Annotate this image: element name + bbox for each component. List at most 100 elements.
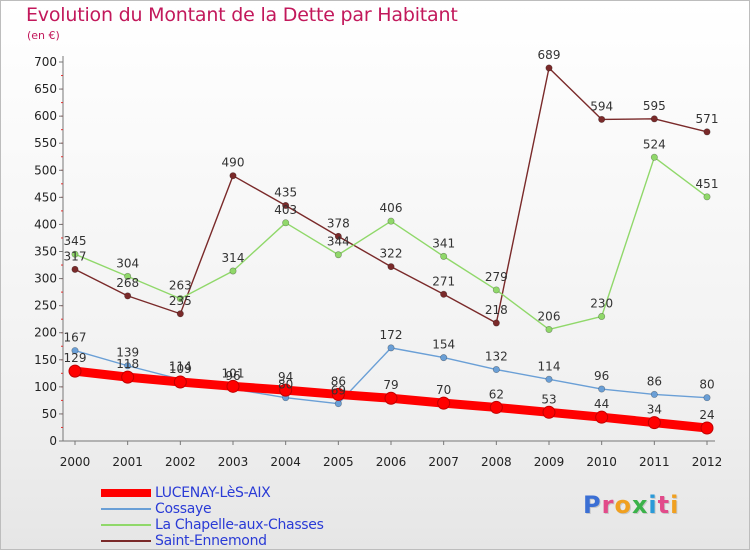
data-label-1: 69 — [331, 384, 346, 398]
data-label-3: 322 — [380, 247, 403, 261]
x-tick-label: 2000 — [60, 455, 91, 469]
data-label-3: 490 — [222, 156, 245, 170]
data-label-2: 314 — [222, 251, 245, 265]
data-point-1 — [545, 375, 553, 383]
x-tick-label: 2009 — [534, 455, 565, 469]
data-point-0 — [68, 364, 82, 378]
legend-swatch — [101, 489, 151, 497]
x-tick-label: 2011 — [639, 455, 670, 469]
data-point-2 — [703, 193, 711, 201]
data-label-0: 101 — [222, 366, 245, 380]
data-point-2 — [440, 252, 448, 260]
data-label-1: 139 — [116, 346, 139, 360]
data-label-2: 403 — [274, 203, 297, 217]
logo-letter: P — [583, 491, 602, 519]
data-label-2: 206 — [538, 309, 561, 323]
x-tick-label: 2001 — [112, 455, 143, 469]
data-point-0 — [437, 396, 451, 410]
y-tick-label: 100 — [34, 380, 57, 394]
data-point-3 — [492, 319, 500, 327]
data-point-3 — [387, 263, 395, 271]
data-point-0 — [279, 383, 293, 397]
data-point-1 — [440, 354, 448, 362]
data-point-3 — [229, 172, 237, 180]
data-label-2: 304 — [116, 256, 139, 270]
data-point-2 — [492, 286, 500, 294]
data-label-0: 118 — [116, 357, 139, 371]
y-tick-label: 150 — [34, 353, 57, 367]
data-point-0 — [331, 387, 345, 401]
legend-label: La Chapelle-aux-Chasses — [155, 517, 324, 533]
data-label-1: 96 — [225, 369, 240, 383]
data-point-3 — [124, 292, 132, 300]
y-tick-label: 250 — [34, 299, 57, 313]
data-point-0 — [226, 379, 240, 393]
data-label-3: 271 — [432, 274, 455, 288]
data-label-2: 406 — [380, 201, 403, 215]
data-label-0: 79 — [383, 378, 398, 392]
legend-swatch — [101, 524, 151, 526]
y-tick-label: 700 — [34, 55, 57, 69]
data-point-0 — [489, 400, 503, 414]
logo-letter: i — [670, 491, 680, 519]
data-point-3 — [282, 201, 290, 209]
data-label-0: 44 — [594, 397, 609, 411]
legend-label: Cossaye — [155, 501, 212, 517]
data-point-3 — [334, 232, 342, 240]
data-point-3 — [650, 115, 658, 123]
x-tick-label: 2004 — [270, 455, 301, 469]
data-point-3 — [440, 290, 448, 298]
data-label-3: 594 — [590, 99, 613, 113]
y-tick-label: 600 — [34, 109, 57, 123]
data-point-2 — [334, 251, 342, 259]
x-tick-label: 2005 — [323, 455, 354, 469]
legend-swatch — [101, 508, 151, 510]
data-point-2 — [598, 312, 606, 320]
x-tick-label: 2002 — [165, 455, 196, 469]
chart-title: Evolution du Montant de la Dette par Hab… — [26, 4, 458, 26]
y-tick-label: 500 — [34, 163, 57, 177]
data-point-1 — [598, 385, 606, 393]
data-point-1 — [387, 344, 395, 352]
y-tick-label: 0 — [49, 434, 57, 448]
logo-letter: i — [648, 491, 658, 519]
data-label-3: 595 — [643, 99, 666, 113]
legend-swatch — [101, 540, 151, 542]
data-point-0 — [542, 405, 556, 419]
x-tick-label: 2010 — [586, 455, 617, 469]
x-tick-label: 2008 — [481, 455, 512, 469]
data-point-0 — [700, 421, 714, 435]
data-label-0: 94 — [278, 370, 293, 384]
data-point-3 — [176, 310, 184, 318]
data-point-2 — [71, 250, 79, 258]
y-tick-label: 50 — [42, 407, 57, 421]
data-label-1: 114 — [169, 359, 192, 373]
logo-letter: t — [657, 491, 671, 519]
data-label-1: 86 — [647, 374, 662, 388]
data-point-1 — [650, 390, 658, 398]
data-label-3: 378 — [327, 216, 350, 230]
data-label-3: 435 — [274, 185, 297, 199]
data-point-1 — [334, 400, 342, 408]
data-label-0: 34 — [647, 403, 662, 417]
x-tick-label: 2003 — [218, 455, 249, 469]
y-tick-label: 200 — [34, 326, 57, 340]
y-tick-label: 400 — [34, 217, 57, 231]
data-point-0 — [121, 370, 135, 384]
chart-unit: (en €) — [27, 29, 60, 42]
data-label-1: 96 — [594, 369, 609, 383]
data-label-2: 263 — [169, 279, 192, 293]
logo-letter: r — [601, 491, 615, 519]
data-label-0: 86 — [331, 374, 346, 388]
data-point-1 — [492, 366, 500, 374]
y-tick-label: 550 — [34, 136, 57, 150]
data-point-2 — [124, 272, 132, 280]
data-label-2: 344 — [327, 235, 350, 249]
y-tick-label: 350 — [34, 245, 57, 259]
data-label-2: 230 — [590, 296, 613, 310]
proxiti-logo: Proxiti — [583, 491, 679, 519]
data-label-0: 24 — [699, 408, 714, 422]
data-label-1: 80 — [278, 378, 293, 392]
